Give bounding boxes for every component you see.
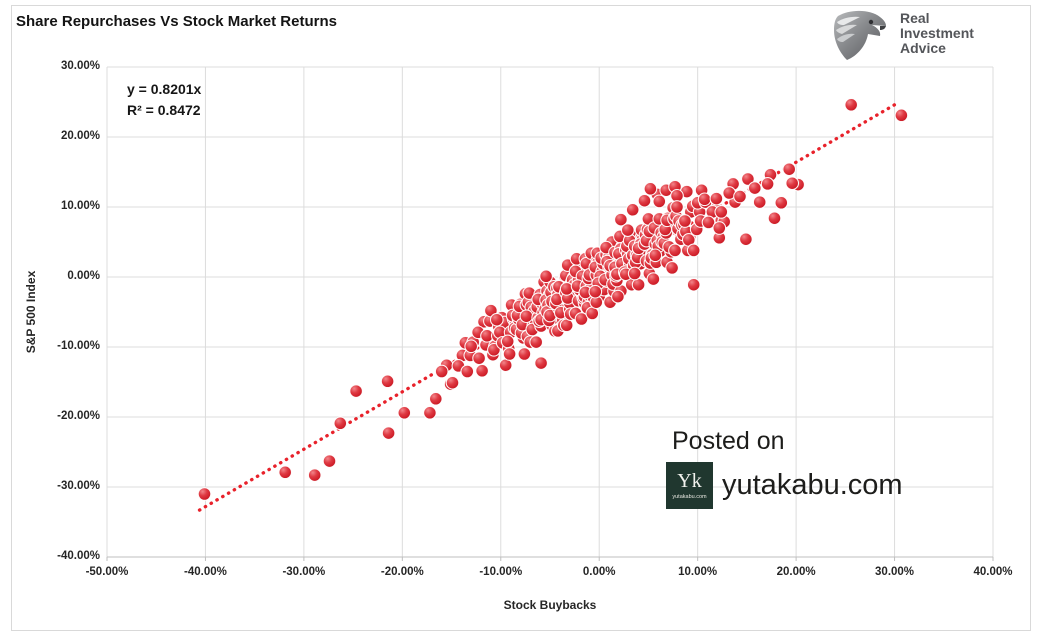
scatter-point (502, 347, 517, 361)
x-axis-tick-label: -40.00% (184, 566, 227, 578)
trendline-r-squared: R² = 0.8472 (127, 102, 201, 118)
y-axis-tick-label: 0.00% (67, 270, 100, 282)
scatter-point (785, 176, 800, 191)
scatter-point (894, 108, 909, 123)
scatter-point (665, 261, 679, 275)
x-axis-tick-label: -20.00% (380, 566, 424, 578)
scatter-point (652, 194, 667, 209)
x-axis-tick-label: 40.00% (973, 566, 1013, 578)
chart-title: Share Repurchases Vs Stock Market Return… (16, 13, 337, 30)
scatter-point (380, 374, 395, 389)
scatter-point (637, 193, 652, 208)
scatter-point (539, 269, 553, 284)
brand-line-3: Advice (900, 40, 946, 56)
scatter-point (307, 468, 322, 482)
scatter-point (844, 97, 859, 112)
scatter-point (686, 277, 701, 292)
scatter-point (322, 454, 337, 468)
scatter-point (646, 272, 661, 286)
y-axis-title: S&P 500 Index (24, 270, 38, 354)
scatter-point (611, 289, 625, 304)
x-axis-tick-label: -10.00% (479, 566, 523, 578)
scatter-point (714, 205, 729, 219)
scatter-point (460, 364, 475, 379)
yutakabu-monogram: Yk (677, 470, 702, 492)
watermark-posted-on: Posted on (672, 427, 785, 455)
x-axis-title: Stock Buybacks (503, 598, 597, 612)
scatter-point (627, 266, 642, 281)
x-axis-tick-label: -50.00% (85, 566, 129, 578)
scatter-point (648, 248, 663, 263)
scatter-point (686, 243, 701, 258)
brand-wordmark: Real Investment Advice (900, 8, 974, 56)
scatter-point (741, 172, 755, 186)
scatter-point (697, 192, 712, 207)
scatter-point (767, 211, 782, 226)
brand-line-1: Real (900, 10, 930, 26)
scatter-point (333, 416, 348, 431)
scatter-point (760, 177, 775, 191)
trendline-equation-line1: y = 0.8201x (127, 81, 202, 97)
scatter-point (670, 200, 684, 214)
x-axis-tick-label: 0.00% (582, 566, 616, 578)
trendline-equation: y = 0.8201x R² = 0.8472 (127, 79, 201, 121)
scatter-point (472, 351, 486, 366)
scatter-point (712, 221, 727, 235)
scatter-point (428, 391, 443, 406)
scatter-point (614, 212, 628, 227)
scatter-point (620, 223, 635, 237)
x-axis-tick-label: 10.00% (678, 566, 718, 578)
scatter-point (445, 375, 460, 390)
scatter-point (739, 232, 753, 247)
scatter-point (534, 356, 548, 370)
watermark-site-name: yutakabu.com (722, 469, 903, 501)
watermark: Posted on Yk yutakabu.com yutakabu.com (666, 427, 903, 509)
scatter-point (397, 405, 412, 420)
scatter-point (349, 384, 363, 398)
scatter-point (701, 215, 716, 230)
scatter-point (733, 189, 747, 204)
scatter-point (517, 347, 532, 361)
scatter-point (464, 339, 479, 354)
y-axis-tick-label: 30.00% (60, 60, 100, 72)
brand-logo: Real Investment Advice (830, 8, 974, 62)
scatter-point (574, 312, 589, 326)
scatter-point (381, 426, 396, 440)
eagle-icon (834, 10, 886, 61)
scatter-point (489, 312, 504, 327)
y-axis-tick-label: -30.00% (57, 480, 100, 492)
y-axis-tick-label: -40.00% (57, 550, 100, 562)
y-axis-tick-label: 20.00% (60, 130, 100, 142)
yutakabu-badge-caption: yutakabu.com (672, 494, 707, 500)
y-axis-tick-label: -20.00% (57, 410, 100, 422)
brand-line-2: Investment (900, 25, 974, 41)
scatter-point (625, 202, 640, 217)
scatter-point (278, 465, 293, 480)
scatter-point (519, 309, 534, 324)
scatter-point (643, 181, 658, 196)
scatter-point (500, 334, 515, 349)
y-axis-tick-label: 10.00% (60, 200, 100, 212)
scatter-point (752, 195, 767, 209)
x-axis-tick-label: -30.00% (282, 566, 326, 578)
scatter-point (529, 335, 544, 349)
scatter-point (668, 243, 682, 258)
scatter-point (774, 195, 789, 210)
x-axis-tick-label: 30.00% (875, 566, 915, 578)
scatter-point (782, 162, 797, 177)
scatter-point (423, 405, 437, 420)
x-axis-tick-label: 20.00% (776, 566, 816, 578)
scatter-point (709, 191, 724, 206)
scatter-point (588, 284, 603, 299)
scatter-point (747, 181, 762, 195)
scatter-point (434, 364, 449, 379)
scatter-point (475, 363, 489, 378)
yutakabu-badge-icon: Yk yutakabu.com (666, 462, 713, 509)
scatter-point (678, 214, 692, 228)
scatter-point (197, 487, 212, 501)
y-axis-tick-label: -10.00% (57, 340, 100, 352)
